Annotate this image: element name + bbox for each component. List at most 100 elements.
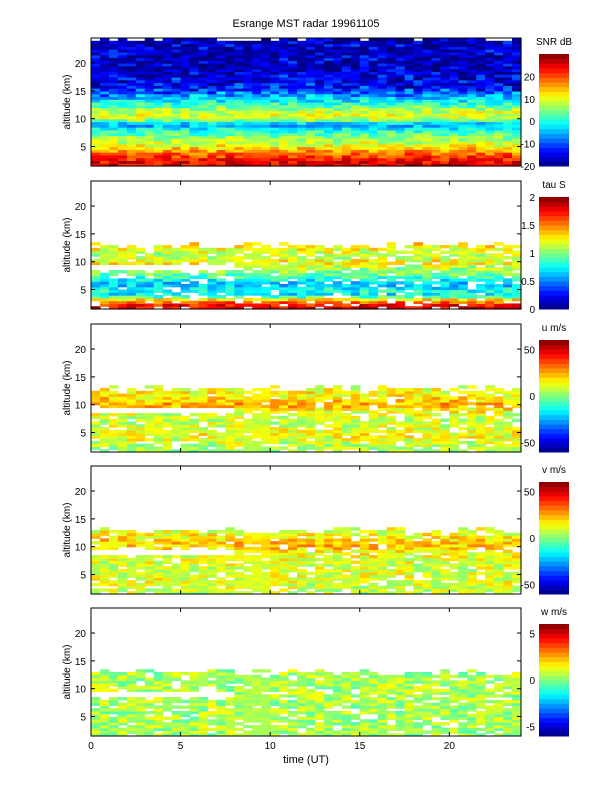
heatmap-cell: [207, 555, 217, 558]
heatmap-cell: [342, 399, 352, 402]
heatmap-cell: [449, 433, 459, 436]
heatmap-cell: [378, 385, 388, 388]
heatmap-cell: [360, 41, 370, 44]
heatmap-cell: [440, 424, 450, 427]
colorbar-segment: [539, 124, 569, 129]
heatmap-cell: [145, 391, 155, 394]
heatmap-cell: [315, 385, 325, 388]
heatmap-cell: [405, 558, 415, 561]
heatmap-cell: [360, 394, 370, 397]
heatmap-cell: [118, 530, 128, 533]
heatmap-cell: [324, 569, 334, 572]
heatmap-cell: [288, 38, 298, 41]
heatmap-cell: [485, 245, 495, 248]
heatmap-cell: [216, 41, 226, 44]
heatmap-cell: [154, 588, 164, 591]
heatmap-cell: [431, 281, 441, 284]
heatmap-cell: [225, 298, 235, 301]
y-tick-label: 10: [75, 115, 87, 126]
heatmap-cell: [190, 276, 200, 279]
heatmap-cell: [181, 38, 191, 41]
heatmap-cell: [234, 270, 244, 273]
heatmap-cell: [216, 588, 226, 591]
heatmap-cell: [405, 256, 415, 259]
colorbar-segment: [539, 281, 569, 286]
heatmap-cell: [234, 256, 244, 259]
heatmap-cell: [351, 416, 361, 419]
heatmap-cell: [234, 530, 244, 533]
heatmap-cell: [503, 256, 513, 259]
colorbar-segment: [539, 401, 569, 406]
heatmap-cell: [396, 580, 406, 583]
heatmap-cell: [181, 284, 191, 287]
heatmap-cell: [154, 245, 164, 248]
heatmap-cell: [458, 38, 468, 41]
heatmap-cell: [261, 446, 271, 449]
heatmap-cell: [405, 245, 415, 248]
heatmap-cell: [288, 281, 298, 284]
heatmap-cell: [360, 421, 370, 424]
colorbar-segment: [539, 230, 569, 235]
heatmap-cell: [422, 555, 432, 558]
heatmap-cell: [136, 424, 146, 427]
heatmap-cell: [315, 558, 325, 561]
heatmap-cell: [458, 527, 468, 530]
heatmap-cell: [136, 583, 146, 586]
heatmap-cell: [414, 284, 424, 287]
colorbar-segment: [539, 54, 569, 59]
heatmap-cell: [431, 253, 441, 256]
heatmap-cell: [243, 396, 253, 399]
heatmap-cell: [306, 273, 316, 276]
heatmap-cell: [154, 561, 164, 564]
colorbar-segment: [539, 96, 569, 101]
heatmap-cell: [136, 256, 146, 259]
heatmap-cell: [440, 419, 450, 422]
heatmap-cell: [243, 391, 253, 394]
heatmap-cell: [145, 253, 155, 256]
heatmap-cell: [333, 253, 343, 256]
y-tick-label: 10: [75, 258, 87, 269]
heatmap-cell: [91, 41, 101, 44]
heatmap-cell: [225, 270, 235, 273]
heatmap-cell: [199, 270, 209, 273]
heatmap-cell: [172, 292, 182, 295]
heatmap-cell: [387, 580, 397, 583]
colorbar-tick-label: 1.5: [521, 221, 535, 232]
heatmap-cell: [91, 413, 101, 416]
heatmap-cell: [422, 538, 432, 541]
heatmap-cell: [414, 555, 424, 558]
heatmap-cell: [127, 270, 137, 273]
heatmap-cell: [199, 427, 209, 430]
heatmap-cell: [181, 530, 191, 533]
heatmap-cell: [405, 536, 415, 539]
heatmap-cell: [342, 527, 352, 530]
heatmap-cell: [458, 242, 468, 245]
heatmap-cell: [369, 538, 379, 541]
heatmap-cell: [512, 245, 522, 248]
heatmap-cell: [234, 421, 244, 424]
heatmap-cell: [136, 444, 146, 447]
heatmap-cell: [127, 580, 137, 583]
heatmap-cell: [270, 248, 280, 251]
heatmap-cell: [243, 273, 253, 276]
heatmap-cell: [225, 563, 235, 566]
y-tick-label: 15: [75, 373, 87, 384]
colorbar-label: u m/s: [542, 323, 566, 334]
heatmap-cell: [476, 295, 486, 298]
colorbar-segment: [539, 419, 569, 424]
heatmap-cell: [467, 248, 477, 251]
heatmap-cell: [118, 430, 128, 433]
heatmap-cell: [431, 530, 441, 533]
heatmap-cell: [199, 413, 209, 416]
heatmap-cell: [181, 555, 191, 558]
colorbar-tick-label: 10: [524, 95, 536, 106]
heatmap-cell: [342, 413, 352, 416]
heatmap-cell: [396, 388, 406, 391]
heatmap-cell: [503, 278, 513, 281]
colorbar-tick-label: 0: [529, 117, 535, 128]
heatmap-cell: [181, 444, 191, 447]
heatmap-cell: [360, 536, 370, 539]
heatmap-cell: [449, 396, 459, 399]
heatmap-cell: [243, 242, 253, 245]
